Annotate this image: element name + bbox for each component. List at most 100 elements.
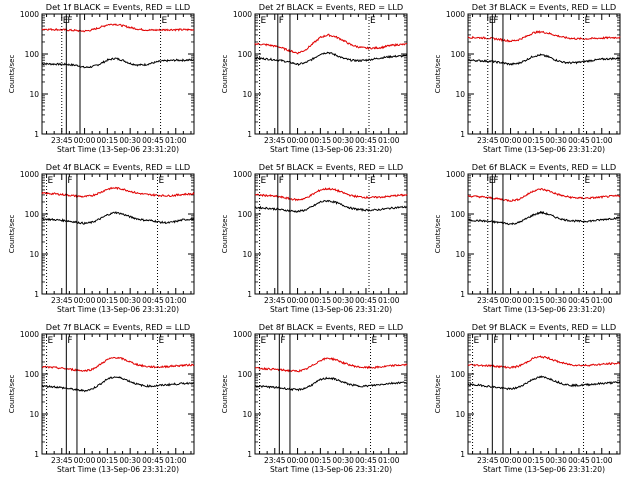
x-tick-label: 01:00 [591,136,613,145]
y-tick-label: 100 [238,370,253,379]
panel-det-2: Det 2f BLACK = Events, RED = LLD 1 10 100 10… [221,2,408,154]
x-tick-label: 01:00 [378,136,400,145]
y-tick-label: 1 [34,130,39,139]
x-axis-label: Start Time (13-Sep-06 23:31:20) [270,305,392,314]
marker-label: E [261,16,267,26]
x-tick-label: 00:30 [119,456,141,465]
x-axis-label: Start Time (13-Sep-06 23:31:20) [57,145,179,154]
x-tick-label: 00:30 [119,296,141,305]
y-tick-label: 1000 [20,330,39,339]
marker-label: F [279,176,284,186]
x-tick-label: 23:45 [51,136,73,145]
plot-frame [41,333,195,455]
marker-label: F [493,16,498,26]
x-tick-label: 00:45 [568,296,590,305]
y-tick-label: 10 [29,410,39,419]
panel-det-6: Det 6f BLACK = Events, RED = LLD 1 10 100 10… [434,162,621,314]
marker-label: E [370,16,376,26]
panel-title: Det 1f BLACK = Events, RED = LLD [46,2,190,12]
series-events [254,376,408,392]
marker-label: F [67,16,72,26]
x-tick-label: 00:45 [355,296,377,305]
y-axis-label: Counts/sec [434,375,442,414]
plot-frame [254,173,408,295]
series-events [467,210,621,226]
x-tick-label: 00:15 [523,136,545,145]
x-tick-label: 00:00 [500,456,522,465]
y-tick-label: 100 [25,210,40,219]
x-axis-label: Start Time (13-Sep-06 23:31:20) [270,145,392,154]
plot-frame [254,333,408,455]
series-events [41,376,195,393]
x-axis-label: Start Time (13-Sep-06 23:31:20) [57,305,179,314]
y-tick-label: 10 [242,410,252,419]
x-tick-label: 01:00 [378,296,400,305]
x-tick-label: 00:00 [500,296,522,305]
series-lld [467,355,621,369]
x-tick-label: 00:30 [545,456,567,465]
x-tick-label: 00:30 [545,296,567,305]
series-events [41,211,195,225]
y-tick-label: 10 [455,410,465,419]
x-tick-label: 00:30 [119,136,141,145]
x-tick-label: 00:45 [568,136,590,145]
x-tick-label: 00:15 [310,136,332,145]
panel-title: Det 2f BLACK = Events, RED = LLD [259,2,403,12]
x-tick-label: 00:15 [310,296,332,305]
panel-det-1: Det 1f BLACK = Events, RED = LLD 1 10 100 10… [8,2,195,154]
x-tick-label: 00:00 [74,296,96,305]
y-tick-label: 1000 [233,330,252,339]
panel-title: Det 7f BLACK = Events, RED = LLD [46,322,190,332]
plot-frame [41,173,195,295]
y-tick-label: 100 [25,370,40,379]
y-tick-label: 10 [29,90,39,99]
x-tick-label: 00:15 [523,296,545,305]
x-tick-label: 00:00 [74,136,96,145]
panel-title: Det 9f BLACK = Events, RED = LLD [472,322,616,332]
y-tick-label: 1000 [446,330,465,339]
marker-label: E [474,336,480,346]
panel-det-9: Det 9f BLACK = Events, RED = LLD 1 10 100 10… [434,322,621,474]
y-tick-label: 1 [34,450,39,459]
series-lld [254,33,408,55]
x-tick-label: 00:00 [287,136,309,145]
y-tick-label: 100 [451,210,466,219]
x-axis-label: Start Time (13-Sep-06 23:31:20) [270,465,392,474]
x-tick-label: 00:00 [287,296,309,305]
x-tick-label: 23:45 [264,136,286,145]
x-axis-label: Start Time (13-Sep-06 23:31:20) [483,305,605,314]
y-axis-label: Counts/sec [8,375,16,414]
marker-label: E [585,16,591,26]
x-axis-label: Start Time (13-Sep-06 23:31:20) [483,145,605,154]
x-tick-label: 00:00 [287,456,309,465]
y-axis-label: Counts/sec [8,215,16,254]
x-tick-label: 00:45 [355,136,377,145]
y-tick-label: 10 [242,250,252,259]
series-lld [254,187,408,202]
series-lld [41,356,195,373]
y-tick-label: 1000 [446,170,465,179]
x-tick-label: 00:15 [97,456,119,465]
y-tick-label: 10 [455,90,465,99]
x-tick-label: 00:30 [332,296,354,305]
series-events [467,53,621,66]
y-tick-label: 1 [247,130,252,139]
x-tick-label: 00:45 [355,456,377,465]
series-events [467,375,621,391]
y-tick-label: 100 [238,50,253,59]
panel-det-4: Det 4f BLACK = Events, RED = LLD 1 10 100 10… [8,162,195,314]
x-tick-label: 00:45 [142,136,164,145]
x-tick-label: 23:45 [51,456,73,465]
x-tick-label: 00:15 [97,296,119,305]
x-tick-label: 01:00 [591,456,613,465]
plot-frame [254,13,408,135]
y-tick-label: 10 [29,250,39,259]
y-axis-label: Counts/sec [221,375,229,414]
marker-label: E [261,176,267,186]
marker-label: E [48,336,54,346]
y-tick-label: 1 [460,290,465,299]
y-tick-label: 10 [242,90,252,99]
x-axis-label: Start Time (13-Sep-06 23:31:20) [57,465,179,474]
series-lld [41,23,195,33]
